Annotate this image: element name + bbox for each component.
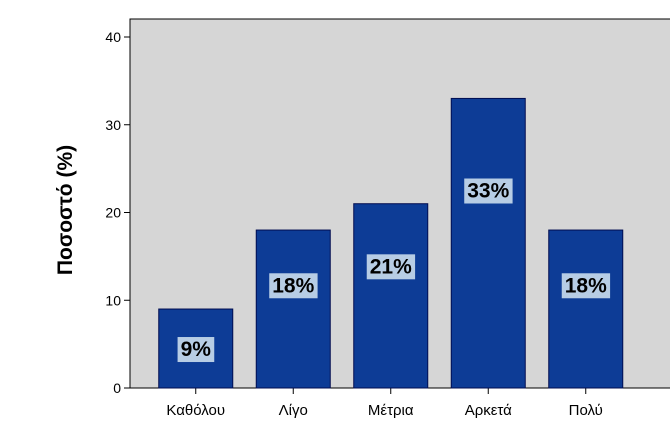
category-label: Μέτρια (368, 402, 414, 419)
y-tick-label: 30 (105, 117, 121, 133)
data-labels: 9% 18% 21% 33% 18% (177, 178, 611, 363)
data-label: 21% (366, 254, 416, 280)
bar (255, 229, 331, 389)
data-label: 18% (561, 273, 611, 299)
data-label: 18% (269, 273, 318, 299)
category-label: Αρκετά (465, 402, 512, 419)
y-tick-label: 40 (105, 29, 121, 45)
data-label: 9% (177, 337, 215, 363)
y-axis-title: Ποσοστό (%) (54, 145, 77, 275)
data-label-text: 21% (370, 255, 412, 278)
data-label: 33% (464, 178, 513, 204)
y-tick-label: 10 (105, 292, 121, 308)
data-label-box (561, 273, 611, 299)
data-label-box (269, 273, 318, 299)
x-axis: Καθόλου Λίγο Μέτρια Αρκετά Πολύ (130, 387, 670, 419)
y-axis: 0 10 20 30 40 (105, 19, 131, 396)
data-label-text: 18% (565, 274, 607, 297)
data-label-text: 33% (467, 180, 509, 203)
y-tick-label: 0 (113, 380, 121, 396)
data-label-text: 9% (181, 338, 212, 361)
data-label-box (366, 254, 416, 280)
data-label-box (177, 337, 215, 363)
bar (548, 229, 624, 389)
data-label-text: 18% (272, 274, 314, 297)
bar (450, 97, 526, 389)
bar (353, 203, 429, 389)
category-label: Πολύ (569, 402, 603, 419)
category-label: Λίγο (279, 402, 308, 419)
y-tick-label: 20 (105, 205, 121, 221)
category-label: Καθόλου (166, 402, 225, 419)
data-label-box (464, 178, 513, 204)
